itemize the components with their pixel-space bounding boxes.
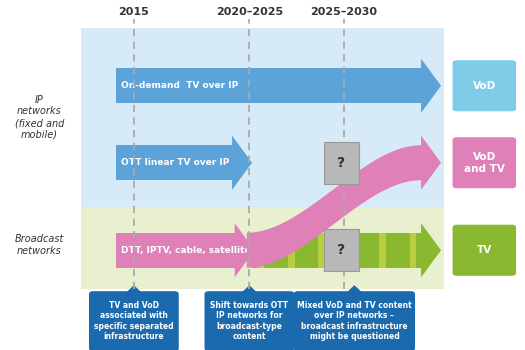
Polygon shape bbox=[345, 285, 364, 294]
Text: ?: ? bbox=[337, 243, 345, 257]
Text: DTT, IPTV, cable, satellite: DTT, IPTV, cable, satellite bbox=[121, 246, 250, 255]
Text: On-demand  TV over IP: On-demand TV over IP bbox=[121, 81, 238, 90]
Polygon shape bbox=[240, 285, 259, 294]
FancyBboxPatch shape bbox=[204, 291, 294, 350]
Polygon shape bbox=[235, 223, 255, 277]
Text: ?: ? bbox=[337, 156, 345, 170]
FancyBboxPatch shape bbox=[379, 233, 386, 268]
FancyBboxPatch shape bbox=[257, 233, 264, 268]
Text: VoD
and TV: VoD and TV bbox=[464, 152, 505, 174]
Text: TV: TV bbox=[477, 245, 492, 255]
Polygon shape bbox=[421, 58, 441, 113]
Text: 2020–2025: 2020–2025 bbox=[216, 7, 283, 17]
FancyBboxPatch shape bbox=[324, 142, 359, 184]
FancyBboxPatch shape bbox=[453, 137, 516, 188]
FancyBboxPatch shape bbox=[116, 68, 421, 103]
Text: 2015: 2015 bbox=[119, 7, 149, 17]
FancyBboxPatch shape bbox=[324, 229, 359, 271]
FancyBboxPatch shape bbox=[81, 206, 444, 289]
Text: Shift towards OTT
IP networks for
broadcast-type
content: Shift towards OTT IP networks for broadc… bbox=[211, 301, 288, 341]
Polygon shape bbox=[124, 285, 143, 294]
Text: Mixed VoD and TV content
over IP networks –
broadcast infrastructure
might be qu: Mixed VoD and TV content over IP network… bbox=[297, 301, 412, 341]
FancyBboxPatch shape bbox=[453, 225, 516, 276]
Polygon shape bbox=[247, 145, 421, 268]
FancyBboxPatch shape bbox=[116, 233, 235, 268]
Text: VoD: VoD bbox=[472, 81, 496, 91]
FancyBboxPatch shape bbox=[89, 291, 178, 350]
Polygon shape bbox=[232, 135, 252, 190]
FancyBboxPatch shape bbox=[453, 60, 516, 111]
Text: 2025–2030: 2025–2030 bbox=[310, 7, 377, 17]
Text: IP
networks
(fixed and
mobile): IP networks (fixed and mobile) bbox=[15, 95, 64, 140]
Text: OTT linear TV over IP: OTT linear TV over IP bbox=[121, 158, 229, 167]
FancyBboxPatch shape bbox=[294, 291, 415, 350]
Polygon shape bbox=[421, 223, 441, 277]
FancyBboxPatch shape bbox=[81, 28, 444, 206]
FancyBboxPatch shape bbox=[318, 233, 325, 268]
Polygon shape bbox=[421, 135, 441, 190]
Text: Broadcast
networks: Broadcast networks bbox=[15, 234, 64, 256]
FancyBboxPatch shape bbox=[410, 233, 416, 268]
FancyBboxPatch shape bbox=[252, 233, 421, 268]
FancyBboxPatch shape bbox=[349, 233, 355, 268]
FancyBboxPatch shape bbox=[116, 145, 232, 180]
Text: TV and VoD
associated with
specific separated
infrastructure: TV and VoD associated with specific sepa… bbox=[94, 301, 174, 341]
FancyBboxPatch shape bbox=[288, 233, 295, 268]
